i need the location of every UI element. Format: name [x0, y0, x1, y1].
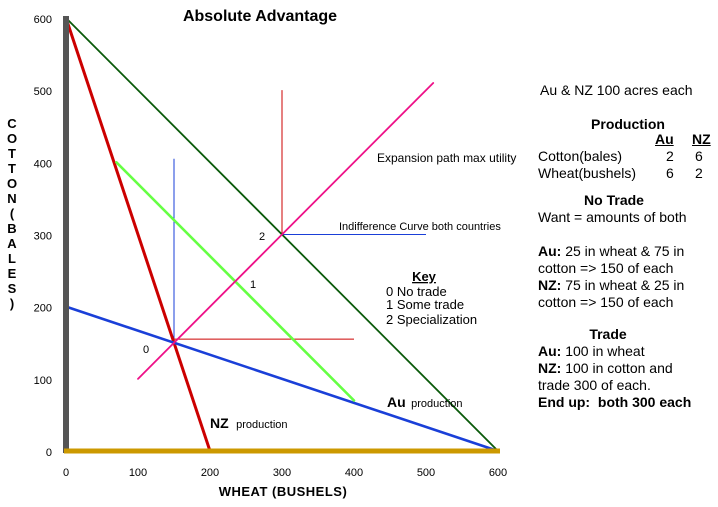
- row-wheat-nz: 2: [695, 165, 703, 181]
- y-tick-label-300: 300: [34, 231, 52, 243]
- y-tick-label-500: 500: [34, 86, 52, 98]
- au-production-line: [64, 305, 500, 453]
- production-table: Au NZ Cotton(bales) 2 6 Wheat(bushels) 6…: [538, 131, 716, 183]
- nz-production-label: NZ production: [210, 415, 288, 432]
- chart-title: Absolute Advantage: [183, 8, 337, 25]
- x-tick-label-300: 300: [273, 467, 291, 479]
- end-up-text: both 300 each: [590, 394, 692, 410]
- au-label: Au:: [538, 243, 562, 259]
- row-wheat-au: 6: [666, 165, 674, 181]
- x-tick-label-400: 400: [345, 467, 363, 479]
- x-tick-label-0: 0: [63, 467, 69, 479]
- no-trade-want: Want = amounts of both: [538, 209, 687, 225]
- y-label-char: O: [7, 131, 17, 146]
- x-tick-label-200: 200: [201, 467, 219, 479]
- nz-label-sub: production: [236, 419, 287, 431]
- y-label-char: O: [7, 176, 17, 191]
- y-axis-label: C O T T O N(B A L E S): [7, 116, 17, 311]
- trade-title: Trade: [589, 326, 627, 342]
- series-lines: [64, 16, 500, 453]
- annotation-expansion-path: Expansion path max utility: [377, 151, 516, 165]
- intro-text: Au & NZ 100 acres each: [540, 82, 693, 98]
- y-label-char: B: [7, 221, 16, 236]
- y-label-char: L: [8, 251, 16, 266]
- trade-nz-label: NZ:: [538, 360, 562, 376]
- row-label-wheat: Wheat(bushels): [538, 165, 637, 181]
- axes: [63, 16, 500, 454]
- explanation-panel: Au & NZ 100 acres each Production Au NZ …: [538, 82, 716, 411]
- key-item-2: 2 Specialization: [386, 312, 477, 327]
- y-label-char: (: [10, 206, 15, 221]
- y-label-char: C: [7, 116, 17, 131]
- trade-line3: trade 300 of each.: [538, 377, 651, 393]
- point-label-0: 0: [143, 344, 149, 356]
- y-tick-label-0: 0: [46, 447, 52, 459]
- trade-nz-text: 100 in cotton and: [561, 360, 673, 376]
- row-cotton-au: 2: [666, 148, 674, 164]
- y-label-char: A: [7, 236, 17, 251]
- production-title: Production: [591, 116, 665, 132]
- indifference-curve-lines: [173, 90, 426, 343]
- au-line1: 25 in wheat & 75 in: [561, 243, 685, 259]
- x-tick-label-100: 100: [129, 467, 147, 479]
- no-trade-nz-line2: cotton => 150 of each: [538, 294, 674, 310]
- end-up: End up: both 300 each: [538, 394, 716, 411]
- x-tick-label-600: 600: [489, 467, 507, 479]
- y-label-char: T: [8, 161, 16, 176]
- x-tick-label-500: 500: [417, 467, 435, 479]
- y-tick-label-600: 600: [34, 14, 52, 26]
- end-up-label: End up:: [538, 394, 591, 410]
- key-title: Key: [412, 269, 437, 284]
- y-label-char: E: [8, 266, 17, 281]
- y-label-char: T: [8, 146, 16, 161]
- x-axis-label: WHEAT (BUSHELS): [219, 484, 348, 499]
- y-tick-labels: 0 100 200 300 400 500 600: [34, 14, 52, 459]
- y-tick-label-200: 200: [34, 303, 52, 315]
- au-label-main: Au: [387, 394, 406, 410]
- nz-production-line: [64, 16, 212, 453]
- key-item-1: 1 Some trade: [386, 297, 464, 312]
- nz-label-main: NZ: [210, 415, 229, 431]
- nz-line1: 75 in wheat & 25 in: [561, 277, 685, 293]
- trade-au-label: Au:: [538, 343, 562, 359]
- trade-nz: NZ: 100 in cotton and: [538, 360, 716, 377]
- y-label-char: N: [7, 191, 16, 206]
- trade-au: Au: 100 in wheat: [538, 343, 716, 360]
- no-trade-au-line2: cotton => 150 of each: [538, 260, 674, 276]
- point-label-1: 1: [250, 279, 256, 291]
- x-tick-labels: 0 100 200 300 400 500 600: [63, 467, 507, 479]
- column-header-nz: NZ: [692, 131, 711, 147]
- point-label-2: 2: [259, 231, 265, 243]
- no-trade-nz: NZ: 75 in wheat & 25 in: [538, 277, 716, 294]
- trade-au-text: 100 in wheat: [561, 343, 645, 359]
- annotation-indifference-curve: Indifference Curve both countries: [339, 221, 501, 233]
- y-label-char: S: [8, 281, 17, 296]
- no-trade-au: Au: 25 in wheat & 75 in: [538, 243, 716, 260]
- expansion-path-line: [137, 82, 435, 380]
- y-label-char: ): [10, 296, 14, 311]
- nz-label: NZ:: [538, 277, 562, 293]
- y-tick-label-400: 400: [34, 158, 52, 170]
- au-production-label: Au production: [387, 394, 463, 411]
- row-label-cotton: Cotton(bales): [538, 148, 623, 164]
- au-label-sub: production: [411, 398, 462, 410]
- y-tick-label-100: 100: [34, 375, 52, 387]
- no-trade-title: No Trade: [584, 192, 644, 208]
- column-header-au: Au: [655, 131, 674, 147]
- key-item-0: 0 No trade: [386, 284, 447, 299]
- row-cotton-nz: 6: [695, 148, 703, 164]
